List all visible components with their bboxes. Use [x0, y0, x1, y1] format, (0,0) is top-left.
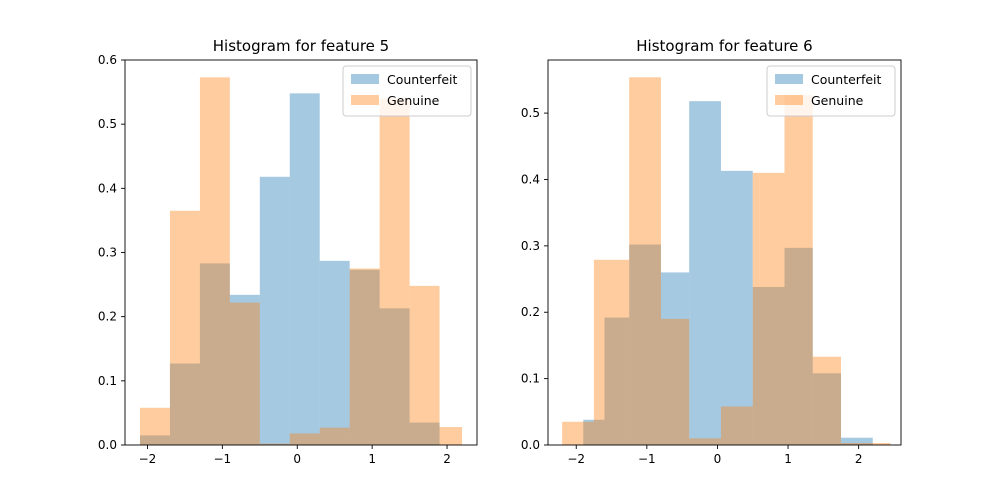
legend-label: Genuine: [811, 93, 864, 108]
y-tick-label: 0.2: [98, 310, 117, 324]
y-tick-label: 0.1: [98, 374, 117, 388]
chart-title: Histogram for feature 6: [636, 37, 812, 55]
histogram-bar: [604, 317, 630, 445]
histogram-bar: [689, 438, 721, 445]
histogram-bar: [812, 356, 841, 445]
y-tick-label: 0.5: [521, 106, 540, 120]
legend: Counterfeit Genuine: [342, 65, 472, 117]
series-bars: [139, 93, 440, 446]
legend-label: Counterfeit: [811, 72, 882, 87]
y-tick-label: 0.4: [521, 172, 540, 186]
histogram-bar: [289, 93, 320, 446]
histogram-bar: [229, 294, 260, 445]
histogram-bar: [840, 443, 873, 445]
y-tick-label: 0.6: [98, 53, 117, 67]
histogram-bar: [840, 437, 873, 445]
x-tick-label: −1: [214, 452, 232, 466]
legend-label: Counterfeit: [387, 72, 458, 87]
histogram-bar: [169, 210, 200, 445]
series-bars: [583, 101, 873, 445]
y-tick-label: 0.5: [98, 117, 117, 131]
legend-label: Genuine: [387, 93, 440, 108]
y-tick-label: 0.2: [521, 305, 540, 319]
legend-swatch: [775, 74, 803, 84]
histogram-bar: [139, 407, 170, 445]
histogram-bar: [349, 269, 380, 445]
legend-swatch: [351, 74, 379, 84]
histogram-bar: [660, 318, 690, 445]
legend-box: [766, 65, 896, 117]
histogram-panel: −2 −1 0 1 2 0.0 0.1 0.2 0.3 0.4 0.5 Histogram for f…: [521, 37, 902, 466]
x-tick-label: −1: [638, 452, 656, 466]
x-tick-label: 0: [293, 452, 301, 466]
axes-frame: [547, 59, 902, 446]
y-tick-label: 0.3: [98, 246, 117, 260]
histogram-bar: [812, 373, 841, 445]
histogram-bar: [784, 247, 813, 445]
histogram-bar: [259, 176, 290, 445]
histogram-bar: [379, 308, 410, 445]
x-tick-label: 1: [784, 452, 792, 466]
histogram-bar: [660, 272, 690, 445]
histogram-bar: [562, 421, 594, 445]
histogram-bar: [289, 433, 320, 445]
histogram-bar: [319, 427, 350, 445]
histogram-bar: [784, 95, 813, 446]
y-tick-label: 0.4: [98, 181, 117, 195]
histogram-bar: [259, 443, 290, 445]
histogram-bar: [349, 268, 380, 445]
histogram-bar: [199, 263, 230, 445]
histogram-bar: [319, 260, 350, 445]
series-bars: [139, 77, 463, 445]
x-tick-label: −2: [139, 452, 157, 466]
y-tick-label: 0.0: [98, 438, 117, 452]
histogram-bar: [629, 244, 661, 445]
x-tick-label: −2: [567, 452, 585, 466]
x-tick-label: 1: [368, 452, 376, 466]
histogram-bar: [593, 259, 630, 445]
histogram-bar: [139, 435, 170, 446]
histogram-bar: [752, 172, 785, 445]
y-tick-label: 0.0: [521, 438, 540, 452]
histogram-bar: [872, 443, 891, 445]
histogram-bar: [229, 302, 260, 445]
x-tick-label: 2: [443, 452, 451, 466]
histogram-bar: [583, 419, 605, 445]
x-tick-label: 0: [714, 452, 722, 466]
legend-box: [342, 65, 472, 117]
legend-swatch: [775, 95, 803, 105]
histogram-panel: −2 −1 0 1 2 0.0 0.1 0.2 0.3 0.4 0.5 0.6 Histogram fo…: [98, 37, 478, 466]
y-tick-label: 0.3: [521, 239, 540, 253]
histogram-bar: [689, 101, 721, 445]
legend-swatch: [351, 95, 379, 105]
histogram-bar: [379, 98, 410, 445]
histogram-bar: [439, 427, 463, 445]
histogram-bar: [409, 285, 440, 445]
histogram-bar: [629, 77, 661, 445]
histogram-bar: [169, 363, 200, 445]
histogram-bar: [409, 422, 440, 445]
histogram-bar: [199, 77, 230, 445]
y-tick-label: 0.1: [521, 372, 540, 386]
series-bars: [562, 77, 891, 446]
legend: Counterfeit Genuine: [766, 65, 896, 117]
chart-title: Histogram for feature 5: [213, 37, 389, 55]
histogram-bar: [720, 170, 753, 445]
histogram-bar: [752, 287, 785, 445]
histogram-bar: [720, 406, 753, 445]
x-tick-label: 2: [855, 452, 863, 466]
